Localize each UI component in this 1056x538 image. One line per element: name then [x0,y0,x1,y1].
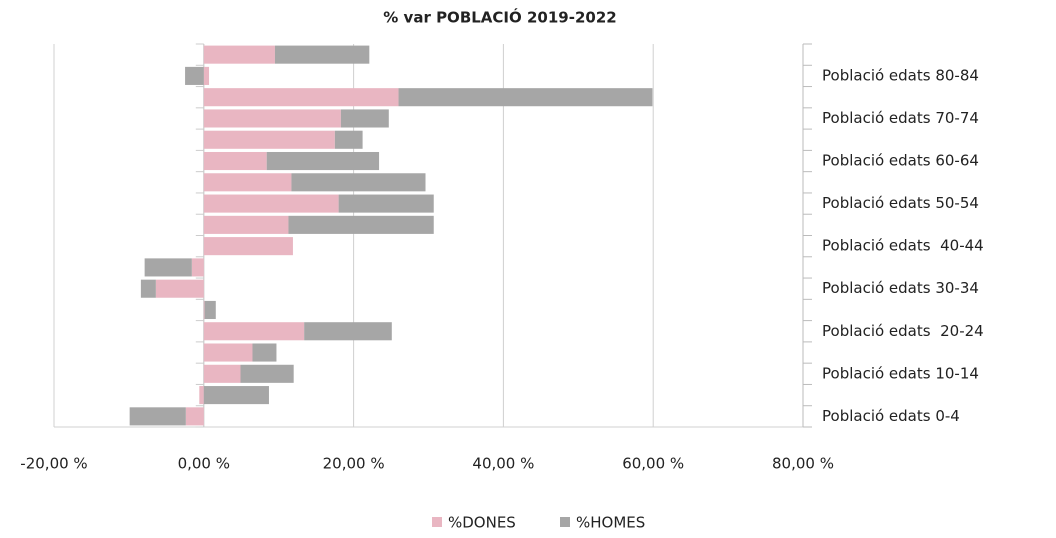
legend-swatch [432,517,442,527]
bar [203,300,205,320]
x-tick-label: 40,00 % [472,455,534,473]
bar [291,173,426,192]
bar [203,45,275,64]
bar [240,364,294,383]
bar [338,194,434,213]
bar [203,130,335,149]
legend-swatch [560,517,570,527]
y-tick-label: Població edats 80-84 [822,66,979,84]
bar [334,130,363,149]
y-tick-label: Població edats 30-34 [822,279,979,297]
legend-label: %DONES [448,514,516,532]
chart-title: % var POBLACIÓ 2019-2022 [383,8,616,27]
x-tick-label: -20,00 % [20,455,87,473]
bar [203,237,293,256]
bar [266,151,380,171]
bar [203,173,292,192]
y-tick-label: Població edats 10-14 [822,364,979,382]
x-tick-label: 60,00 % [622,455,684,473]
bar [140,279,156,298]
bar [340,109,389,128]
bar [204,300,216,320]
x-tick-label: 80,00 % [772,455,834,473]
bar [129,407,186,426]
bar [203,88,399,107]
bar [144,258,192,277]
bar [304,322,392,341]
bar [398,88,653,107]
y-tick-label: Població edats 0-4 [822,407,960,425]
y-tick-label: Població edats 20-24 [822,322,984,340]
bar [203,386,269,405]
bar [155,279,204,298]
x-tick-label: 20,00 % [323,455,385,473]
bar [185,66,204,85]
bar [203,66,210,85]
y-tick-label: Població edats 70-74 [822,109,979,127]
bar [203,109,341,128]
bar [199,386,204,405]
bar [203,322,305,341]
bar [203,151,267,171]
bar [203,194,339,213]
bar [203,215,289,234]
bar [274,45,370,64]
y-tick-label: Població edats 50-54 [822,194,979,212]
bar [191,258,204,277]
bar [203,364,241,383]
x-tick-label: 0,00 % [178,455,230,473]
bar [252,343,277,362]
bar [203,343,253,362]
bar [288,215,434,234]
y-tick-label: Població edats 40-44 [822,237,984,255]
legend-label: %HOMES [576,514,645,532]
bar [185,407,204,426]
y-tick-label: Població edats 60-64 [822,152,979,170]
